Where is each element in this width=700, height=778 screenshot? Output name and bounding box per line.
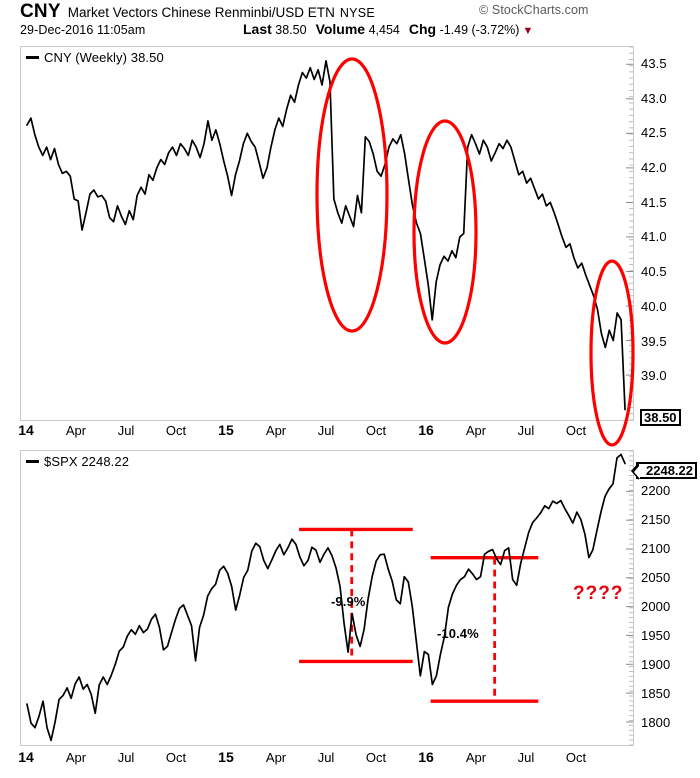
y-axis-tick-label: 2050 [641, 570, 671, 586]
y-axis-tick-label: 1850 [641, 686, 671, 702]
x-axis-tick-label: Apr [465, 423, 487, 438]
y-axis-tick-label: 42.0 [641, 160, 667, 176]
y-axis-tick-label: 39.5 [641, 333, 667, 349]
x-axis-tick-label: 14 [18, 422, 34, 438]
cny-legend: CNY (Weekly) 38.50 [26, 50, 164, 65]
x-axis-tick-label: Apr [65, 423, 87, 438]
spx-x-axis: 14 Apr Jul Oct 15 Apr Jul Oct 16 Apr Jul Oct [18, 749, 634, 770]
drawdown-label-1: -9.9% [331, 594, 366, 609]
x-axis-tick-label: Oct [365, 423, 387, 438]
spx-y-axis: 2200 2150 2100 2050 2000 1950 1900 1850 1800 [637, 450, 699, 746]
cny-y-axis: 43.5 43.0 42.5 42.0 41.5 41.0 40.5 40.0 39.5 39.0 [637, 46, 699, 421]
x-axis-tick-label: Oct [365, 750, 387, 765]
x-axis-tick-label: 15 [218, 749, 234, 765]
x-axis-tick-label: 16 [418, 749, 434, 765]
volume-value: 4,454 [368, 23, 400, 37]
volume-label: Volume [315, 21, 366, 37]
y-axis-tick-label: 41.0 [641, 229, 667, 245]
y-axis-tick-label: 43.5 [641, 55, 667, 71]
quote-summary: Last 38.50 Volume 4,454 Chg -1.49 (-3.72%)… [243, 21, 533, 37]
spx-legend: $SPX 2248.22 [26, 454, 129, 469]
legend-line-swatch-cny [26, 56, 39, 59]
question-marks-annotation: ???? [573, 583, 624, 604]
chart-header: CNY Market Vectors Chinese Renminbi/USD E… [0, 0, 700, 44]
change-value: -1.49 (-3.72%) [439, 23, 520, 37]
x-axis-tick-label: Jul [317, 750, 335, 765]
x-axis-tick-label: Jul [517, 423, 535, 438]
price-chart-panel-cny[interactable] [20, 46, 634, 421]
y-axis-tick-label: 1950 [641, 628, 671, 644]
spx-plot-area [26, 451, 633, 745]
y-axis-tick-label: 42.5 [641, 125, 667, 141]
x-axis-tick-label: Oct [565, 750, 587, 765]
drawdown-label-2: -10.4% [437, 626, 479, 641]
x-axis-tick-label: Apr [265, 750, 287, 765]
y-axis-tick-label: 40.5 [641, 264, 667, 280]
exchange-label: NYSE [339, 6, 376, 20]
cny-plot-area [26, 47, 633, 420]
y-axis-tick-label: 43.0 [641, 90, 667, 106]
security-description: Market Vectors Chinese Renminbi/USD ETN [67, 5, 335, 20]
spx-last-price-tag: 2248.22 [631, 462, 697, 480]
quote-timestamp: 29-Dec-2016 11:05am [20, 23, 146, 37]
y-axis-tick-label: 2200 [641, 483, 671, 499]
y-axis-tick-label: 40.0 [641, 298, 667, 314]
x-axis-tick-label: Oct [565, 423, 587, 438]
y-axis-tick-label: 2000 [641, 599, 671, 615]
stockcharts-watermark: © StockCharts.com [479, 3, 589, 17]
header-title-row: CNY Market Vectors Chinese Renminbi/USD E… [20, 1, 375, 23]
x-axis-tick-label: 16 [418, 422, 434, 438]
y-axis-tick-label: 41.5 [641, 194, 667, 210]
x-axis-tick-label: Jul [317, 423, 335, 438]
cny-x-axis: 14 Apr Jul Oct 15 Apr Jul Oct 16 Apr Jul Oct [18, 422, 634, 443]
x-axis-tick-label: Jul [117, 423, 135, 438]
x-axis-tick-label: Jul [517, 750, 535, 765]
price-line-cny-weekly [26, 59, 626, 411]
y-axis-tick-label: 2100 [641, 541, 671, 557]
ticker-symbol: CNY [20, 1, 61, 22]
legend-line-swatch-spx [26, 460, 39, 463]
y-axis-tick-label: 2150 [641, 512, 671, 528]
y-axis-tick-label: 1800 [641, 715, 671, 731]
price-chart-panel-spx[interactable] [20, 450, 634, 746]
x-axis-tick-label: Apr [265, 423, 287, 438]
x-axis-tick-label: Oct [165, 750, 187, 765]
change-label: Chg [408, 21, 437, 37]
legend-label-cny: CNY (Weekly) 38.50 [44, 50, 164, 65]
last-value: 38.50 [275, 23, 307, 37]
x-axis-tick-label: Oct [165, 423, 187, 438]
x-axis-tick-label: 15 [218, 422, 234, 438]
x-axis-tick-label: Apr [465, 750, 487, 765]
y-axis-tick-label: 39.0 [641, 368, 667, 384]
drawdown-bracket-1 [299, 527, 413, 664]
last-label: Last [243, 21, 272, 37]
down-triangle-icon: ▼ [522, 25, 534, 37]
cny-last-price-tag: 38.50 [640, 409, 681, 426]
y-axis-tick-label: 1900 [641, 657, 671, 673]
x-axis-tick-label: 14 [18, 749, 34, 765]
x-axis-tick-label: Jul [117, 750, 135, 765]
legend-label-spx: $SPX 2248.22 [44, 454, 130, 469]
x-axis-tick-label: Apr [65, 750, 87, 765]
price-line-spx-weekly [26, 453, 626, 742]
